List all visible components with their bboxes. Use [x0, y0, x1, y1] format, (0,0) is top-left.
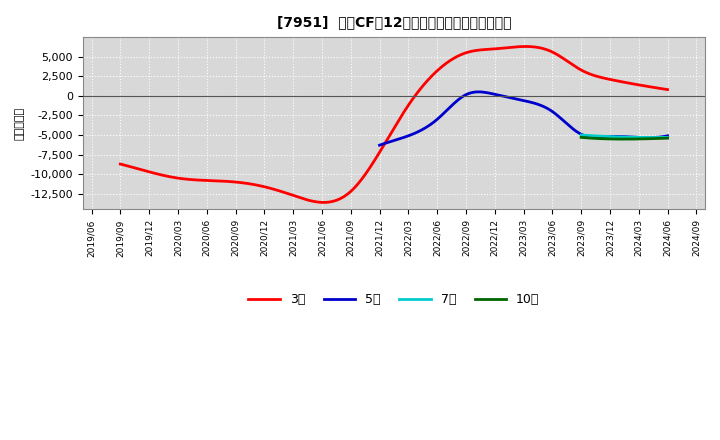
5年 — [619, 134, 628, 139]
Line: 10年: 10年 — [581, 137, 667, 139]
10年 — [655, 136, 664, 141]
3年 — [116, 161, 125, 167]
5年 — [376, 142, 384, 147]
5年 — [637, 135, 646, 140]
10年 — [577, 135, 585, 140]
3年 — [444, 59, 452, 65]
Legend: 3年, 5年, 7年, 10年: 3年, 5年, 7年, 10年 — [243, 288, 544, 311]
7年 — [628, 135, 636, 140]
3年 — [319, 200, 328, 205]
3年 — [616, 79, 624, 84]
3年 — [442, 61, 451, 66]
5年 — [546, 108, 555, 113]
5年 — [663, 133, 672, 139]
10年 — [650, 136, 659, 141]
3年 — [663, 87, 672, 92]
3年 — [521, 44, 529, 49]
7年 — [649, 135, 657, 140]
7年 — [663, 135, 672, 140]
3年 — [453, 54, 462, 59]
Line: 5年: 5年 — [379, 92, 667, 145]
Line: 3年: 3年 — [120, 47, 667, 202]
10年 — [630, 136, 639, 142]
10年 — [629, 136, 637, 142]
10年 — [619, 136, 628, 142]
7年 — [629, 135, 637, 140]
3年 — [581, 70, 590, 75]
10年 — [577, 135, 586, 140]
5年 — [548, 109, 557, 114]
5年 — [552, 112, 561, 117]
7年 — [577, 132, 586, 138]
7年 — [655, 135, 664, 140]
10年 — [663, 136, 672, 141]
Y-axis label: （百万円）: （百万円） — [15, 107, 25, 140]
10年 — [629, 136, 637, 142]
7年 — [630, 135, 639, 140]
7年 — [650, 135, 659, 140]
Line: 7年: 7年 — [581, 135, 667, 137]
5年 — [474, 89, 483, 95]
3年 — [118, 162, 127, 167]
Title: [7951]  投資CFの12か月移動合計の平均値の推移: [7951] 投資CFの12か月移動合計の平均値の推移 — [276, 15, 511, 29]
7年 — [577, 132, 585, 138]
5年 — [375, 143, 384, 148]
